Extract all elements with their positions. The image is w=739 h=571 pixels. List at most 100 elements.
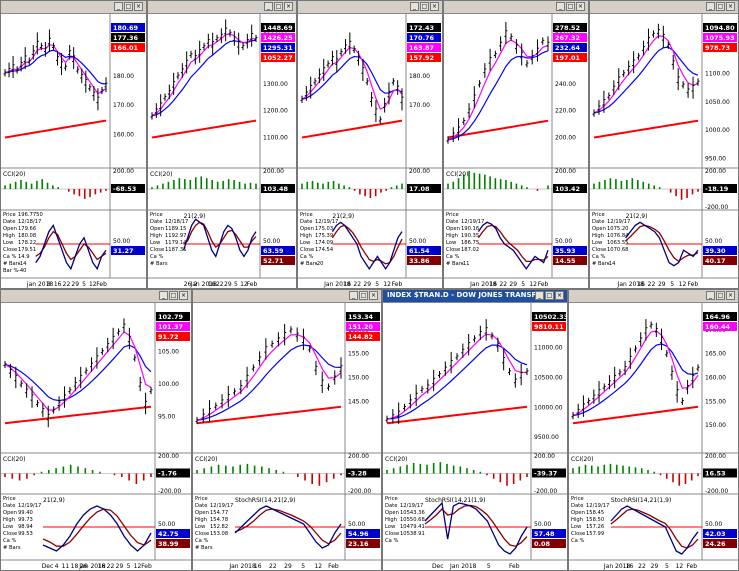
- close-button[interactable]: ×: [726, 2, 735, 11]
- close-button[interactable]: ×: [555, 291, 564, 300]
- stoch-value-tag-label: 33.86: [409, 257, 430, 265]
- ema-fast-line: [572, 330, 699, 417]
- x-tick-label: 5: [301, 563, 305, 570]
- chart-panel-4[interactable]: _□×280.00260.00240.00220.00200.00278.522…: [443, 0, 589, 289]
- minimize-button[interactable]: _: [159, 291, 168, 300]
- cci-value-tag: [346, 468, 380, 478]
- chart-titlebar[interactable]: _ □ ×: [148, 1, 296, 14]
- maximize-button[interactable]: □: [124, 2, 133, 11]
- close-button[interactable]: ×: [369, 291, 378, 300]
- ohlc-label: # Bars: [3, 261, 21, 267]
- chart-svg: 160.00155.00150.00145.00153.34151.20144.…: [193, 302, 381, 570]
- maximize-button[interactable]: □: [545, 291, 554, 300]
- ohlc-value: 10538.91: [400, 531, 425, 537]
- ohlc-label: # Bars: [150, 261, 168, 267]
- price-value-tag: [532, 322, 566, 331]
- ohlc-value: 1189.15: [165, 226, 186, 232]
- ohlc-value: 175.03: [315, 226, 333, 232]
- stoch-value-tag: [346, 529, 380, 538]
- close-button[interactable]: ×: [134, 2, 143, 11]
- price-value-tag: [407, 53, 441, 62]
- minimize-button[interactable]: _: [535, 291, 544, 300]
- chart-titlebar[interactable]: _ □ ×: [590, 1, 738, 14]
- minimize-button[interactable]: _: [706, 2, 715, 11]
- stoch-value-tag: [532, 529, 566, 538]
- maximize-button[interactable]: □: [566, 2, 575, 11]
- chart-panel-1[interactable]: _□×190.00180.00170.00160.00180.69177.361…: [0, 0, 147, 289]
- maximize-button[interactable]: □: [169, 291, 178, 300]
- x-tick-label: 5: [487, 563, 491, 570]
- minimize-button[interactable]: _: [410, 2, 419, 11]
- chart-panel-7[interactable]: _□×160.00155.00150.00145.00153.34151.201…: [192, 289, 382, 571]
- minimize-button[interactable]: _: [556, 2, 565, 11]
- minimize-button[interactable]: _: [264, 2, 273, 11]
- chart-panel-2[interactable]: _□×1500.001400.001300.001200.001100.0014…: [147, 0, 297, 289]
- price-value-tag: [261, 53, 295, 62]
- ohlc-value: 1075.20: [607, 226, 628, 232]
- chart-titlebar[interactable]: _ □ ×: [1, 1, 146, 14]
- chart-titlebar[interactable]: _ □ ×: [444, 1, 588, 14]
- x-tick-label: 12: [314, 563, 322, 570]
- close-button[interactable]: ×: [430, 2, 439, 11]
- maximize-button[interactable]: □: [274, 2, 283, 11]
- chart-titlebar[interactable]: _ □ ×: [569, 290, 738, 303]
- maximize-button[interactable]: □: [420, 2, 429, 11]
- ohlc-label: Date: [150, 219, 162, 225]
- maximize-button[interactable]: □: [716, 2, 725, 11]
- maximize-button[interactable]: □: [359, 291, 368, 300]
- chart-panel-6[interactable]: _ □ × 105.00 100.00 95.00 102.79 101.37 91.72 CCI…: [0, 289, 192, 571]
- ohlc-label: Ca %: [3, 254, 16, 260]
- close-button[interactable]: ×: [284, 2, 293, 11]
- stoch-value-tag: [261, 246, 295, 255]
- chart-panel-8[interactable]: INDEX $TRAN.D - DOW JONES TRANSPO_□×1150…: [382, 289, 568, 571]
- price-value-tag: [111, 23, 145, 32]
- minimize-button[interactable]: _: [706, 291, 715, 300]
- x-tick-label: 2: [194, 281, 198, 288]
- price-value-tag-label: 1075.93: [705, 34, 735, 42]
- minimize-button[interactable]: _: [349, 291, 358, 300]
- chart-titlebar[interactable]: _ □ ×: [298, 1, 442, 14]
- price-value-tag: [156, 332, 190, 341]
- chart-titlebar[interactable]: _ □ ×: [1, 290, 191, 303]
- ohlc-value: 12/19/17: [315, 219, 338, 225]
- stoch-k-line: [331, 221, 403, 270]
- chart-titlebar[interactable]: INDEX $TRAN.D - DOW JONES TRANSPO _ □ ×: [383, 290, 567, 303]
- cci-value-tag: [156, 468, 190, 478]
- stoch-value-tag-label: 57.48: [534, 530, 555, 538]
- ohlc-info-box: [569, 495, 609, 559]
- price-value-tag: [553, 23, 587, 32]
- maximize-button[interactable]: □: [716, 291, 725, 300]
- window-controls: _ □ ×: [556, 2, 585, 12]
- ohlc-label: Price: [446, 212, 459, 218]
- stoch-label: StochRSI(14,21(2,9): [235, 497, 295, 504]
- ohlc-info-box: [1, 211, 34, 277]
- chart-panel-3[interactable]: _□×190.00180.00170.00172.43170.76163.871…: [297, 0, 443, 289]
- close-button[interactable]: ×: [726, 291, 735, 300]
- price-value-tag-label: 1094.80: [705, 24, 735, 32]
- chart-panel-9[interactable]: _□×170.00165.00160.00155.00150.00164.961…: [568, 289, 739, 571]
- price-value-tag: [703, 322, 737, 331]
- x-tick-label: Jan 2018: [469, 281, 497, 288]
- price-value-tag: [703, 33, 737, 42]
- price-value-tag-label: 91.72: [158, 333, 179, 341]
- price-tick-label: 100.00: [158, 381, 179, 388]
- price-tick-label: 9500.00: [534, 434, 559, 441]
- x-tick-label: 4: [55, 563, 59, 570]
- ohlc-value: 1187.35: [165, 247, 186, 253]
- stoch-tick-label: 50.00: [705, 521, 722, 528]
- ohlc-label: Close: [446, 247, 460, 253]
- x-tick-label: 16: [489, 281, 497, 288]
- close-button[interactable]: ×: [179, 291, 188, 300]
- stoch-value-tag-label: 63.59: [263, 247, 284, 255]
- window-controls: _ □ ×: [410, 2, 439, 12]
- ema-slow-line: [572, 343, 699, 417]
- chart-titlebar[interactable]: _ □ ×: [193, 290, 381, 303]
- ohlc-label: Close: [592, 247, 606, 253]
- stoch-value-tag-label: 61.54: [409, 247, 430, 255]
- ohlc-value: 12/18/17: [18, 219, 41, 225]
- price-tick-label: 105.00: [158, 349, 179, 356]
- chart-panel-5[interactable]: _□×1150.001100.001050.001000.00950.00109…: [589, 0, 739, 289]
- stoch-value-tag: [553, 256, 587, 265]
- minimize-button[interactable]: _: [114, 2, 123, 11]
- close-button[interactable]: ×: [576, 2, 585, 11]
